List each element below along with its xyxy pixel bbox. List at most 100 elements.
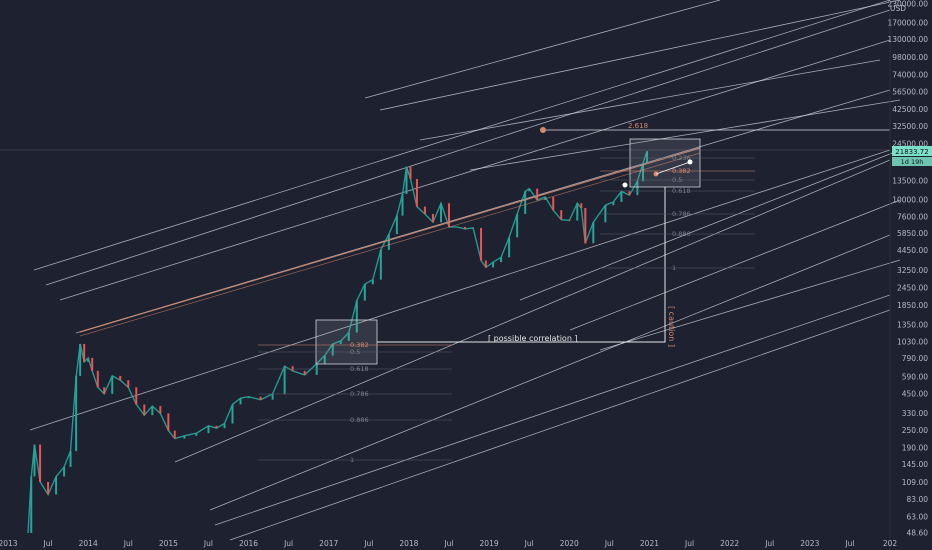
y-tick-label: 130000.00 xyxy=(887,35,928,44)
channel-line xyxy=(209,234,891,511)
y-tick-label: 5850.00 xyxy=(897,229,928,238)
y-tick-label: 83.00 xyxy=(907,495,929,504)
fib-level-label: 0.382 xyxy=(350,341,369,349)
x-tick-label: 2013 xyxy=(0,539,18,548)
x-tick-label: Jul xyxy=(604,539,614,548)
x-tick-label: Jul xyxy=(283,539,293,548)
fib-overlay: 0.3820.50.6180.7860.88610.2360.3820.50.6… xyxy=(79,127,890,464)
fib-level-label: 1 xyxy=(350,456,354,464)
y-tick-label: 10000.00 xyxy=(892,196,928,205)
y-tick-label: 170000.00 xyxy=(887,18,928,27)
price-badge-text: 21833.72 xyxy=(895,148,928,156)
y-tick-label: 109.00 xyxy=(902,478,928,487)
x-tick-label: 2018 xyxy=(399,539,418,548)
orange-trendline xyxy=(79,147,701,333)
channel-line xyxy=(469,99,901,171)
y-tick-label: 32500.00 xyxy=(892,122,928,131)
y-tick-label: 2450.00 xyxy=(897,283,928,292)
x-tick-label: 2016 xyxy=(239,539,258,548)
y-tick-label: 4450.00 xyxy=(897,246,928,255)
x-tick-label: Jul xyxy=(123,539,133,548)
x-tick-label: Jul xyxy=(203,539,213,548)
y-tick-label: 1850.00 xyxy=(897,301,928,310)
correlation-connector xyxy=(377,187,666,343)
channel-line xyxy=(45,9,891,286)
y-tick-label: 1350.00 xyxy=(897,321,928,330)
x-tick-label: 202 xyxy=(883,539,898,548)
x-tick-label: Jul xyxy=(764,539,774,548)
x-axis[interactable]: 2013 Jul 2014 Jul 2015 Jul 2016 Jul 2017 Jul 2018 J… xyxy=(0,539,897,548)
x-tick-label: 2015 xyxy=(159,539,178,548)
marker-point xyxy=(622,182,628,188)
x-tick-label: 2020 xyxy=(560,539,579,548)
y-tick-label: 1030.00 xyxy=(897,338,928,347)
countdown-badge-text: 1d 19h xyxy=(901,158,924,166)
channel-line xyxy=(33,0,891,271)
y-tick-label: 98000.00 xyxy=(892,53,928,62)
fib-level-label: 0.886 xyxy=(350,416,369,424)
channel-line xyxy=(599,259,901,351)
annotation-possible-correlation: [ possible correlation ] xyxy=(488,334,578,343)
channel-line xyxy=(229,309,891,541)
channel-line xyxy=(519,149,901,301)
y-tick-label: 42500.00 xyxy=(892,105,928,114)
fib-level-label: 0.786 xyxy=(672,210,691,218)
orange-trendline-2 xyxy=(79,152,701,337)
y-tick-label: 450.00 xyxy=(902,389,928,398)
fib-level-label: 0.5 xyxy=(350,348,360,356)
channel-line xyxy=(379,0,901,111)
fib-level-label: 0.382 xyxy=(672,167,691,175)
annotation-caution: [ caution ] xyxy=(667,306,676,347)
x-tick-label: 2017 xyxy=(319,539,338,548)
y-tick-label: 13500.00 xyxy=(892,177,928,186)
fib-level-label: 1 xyxy=(672,264,676,272)
y-tick-label: 48.60 xyxy=(907,529,929,538)
y-tick-label: 56500.00 xyxy=(892,87,928,96)
channel-line xyxy=(59,39,891,301)
x-tick-label: 2022 xyxy=(720,539,739,548)
x-tick-label: Jul xyxy=(524,539,534,548)
y-tick-label: 250.00 xyxy=(902,426,928,435)
fib-level-label: 0.618 xyxy=(350,365,369,373)
fib-level-label: 0.786 xyxy=(350,390,369,398)
channel-line xyxy=(569,199,901,331)
x-tick-label: Jul xyxy=(43,539,53,548)
y-tick-label: 190.00 xyxy=(902,443,928,452)
fib-box-2017 xyxy=(315,319,378,365)
y-tick-label: 74000.00 xyxy=(892,70,928,79)
channel-line xyxy=(419,59,881,141)
fib-level-label: 0.618 xyxy=(672,187,691,195)
marker-connector xyxy=(655,161,691,175)
fib-level-label: 0.5 xyxy=(672,176,682,184)
y-tick-label: 145.00 xyxy=(902,460,928,469)
x-tick-label: Jul xyxy=(844,539,854,548)
x-tick-label: 2023 xyxy=(800,539,819,548)
fib-extension-label: 2.618 xyxy=(628,122,648,130)
y-tick-label: 63.00 xyxy=(907,512,929,521)
price-badge: 21833.72 xyxy=(892,146,932,156)
price-series xyxy=(27,150,649,534)
x-tick-label: Jul xyxy=(443,539,453,548)
y-axis[interactable]: 230000.00 170000.00 130000.00 98000.00 74000… xyxy=(887,0,928,550)
fib-level-label: 0.886 xyxy=(672,230,691,238)
channel-line xyxy=(174,159,891,463)
y-tick-label: 7600.00 xyxy=(897,213,928,222)
channel-line xyxy=(364,0,721,99)
x-tick-label: Jul xyxy=(363,539,373,548)
y-tick-label: 790.00 xyxy=(902,354,928,363)
y-tick-label: 230000.00 xyxy=(887,0,928,9)
y-tick-label: 590.00 xyxy=(902,372,928,381)
y-tick-label: 330.00 xyxy=(902,409,928,418)
x-tick-label: 2019 xyxy=(480,539,499,548)
x-tick-label: 2014 xyxy=(79,539,98,548)
fib-level-label: 0.236 xyxy=(672,154,691,162)
x-tick-label: 2021 xyxy=(640,539,659,548)
countdown-badge: 1d 19h xyxy=(892,157,932,166)
channel-line xyxy=(29,149,891,431)
channel-line xyxy=(214,294,891,526)
currency-label: USD xyxy=(890,4,906,13)
parallel-channel-lines xyxy=(0,0,901,541)
y-tick-label: 3250.00 xyxy=(897,266,928,275)
y-tick-label: 24500.00 xyxy=(892,139,928,148)
